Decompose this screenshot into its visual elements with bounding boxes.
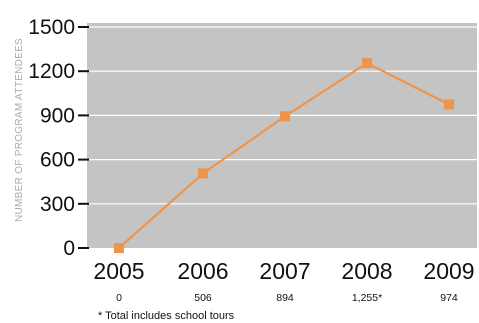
x-tick-label: 2007 xyxy=(259,258,310,284)
x-tick-label: 2009 xyxy=(423,258,474,284)
data-markers xyxy=(114,58,454,253)
value-label: 1,255* xyxy=(352,292,382,304)
data-point-marker xyxy=(114,243,124,253)
y-tick-label: 0 xyxy=(63,237,75,260)
x-tick-label: 2008 xyxy=(341,258,392,284)
x-axis: 2005 2006 2007 2008 2009 xyxy=(93,258,474,284)
y-tick-label: 1200 xyxy=(28,60,75,83)
value-label: 974 xyxy=(440,292,458,304)
y-axis: 0 300 600 900 1200 1500 xyxy=(28,16,89,260)
y-axis-label: NUMBER OF PROGRAM ATTENDEES xyxy=(14,38,25,222)
footnote: * Total includes school tours xyxy=(98,310,235,322)
value-label: 506 xyxy=(194,292,212,304)
value-labels: 0 506 894 1,255* 974 xyxy=(116,292,458,304)
y-tick-label: 300 xyxy=(40,193,75,216)
data-point-marker xyxy=(444,99,454,110)
data-point-marker xyxy=(198,168,208,179)
y-tick-label: 600 xyxy=(40,149,75,172)
data-point-marker xyxy=(280,111,290,122)
x-tick-label: 2006 xyxy=(177,258,228,284)
value-label: 894 xyxy=(276,292,294,304)
x-tick-label: 2005 xyxy=(93,258,144,284)
y-tick-label: 900 xyxy=(40,104,75,127)
data-point-marker xyxy=(362,58,372,69)
y-tick-label: 1500 xyxy=(28,16,75,39)
plot-area xyxy=(87,23,477,248)
value-label: 0 xyxy=(116,292,122,304)
